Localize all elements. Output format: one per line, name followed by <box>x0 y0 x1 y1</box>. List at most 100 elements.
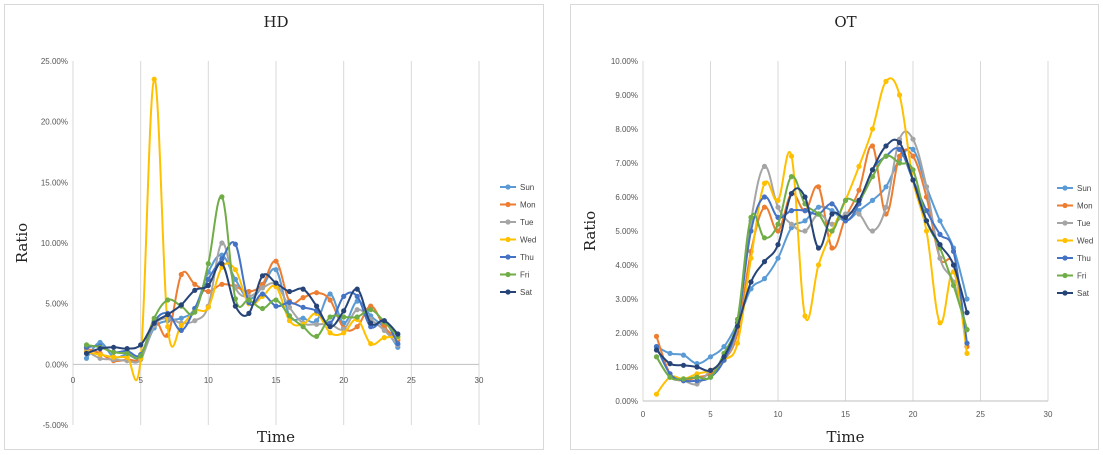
data-point <box>707 374 714 380</box>
data-point <box>259 285 266 291</box>
legend-label: Thu <box>520 253 534 262</box>
data-point <box>910 146 916 152</box>
y-tick-label: -5.00% <box>43 421 68 430</box>
chart-title: HD <box>263 13 288 31</box>
data-point <box>151 76 157 82</box>
data-point <box>259 291 266 297</box>
series-sat <box>653 138 970 373</box>
series-line <box>655 154 968 381</box>
data-point <box>964 327 970 333</box>
data-point <box>138 353 144 359</box>
data-point <box>111 349 117 355</box>
x-tick-label: 0 <box>641 410 646 419</box>
series-line <box>655 77 968 395</box>
x-tick-label: 10 <box>774 410 783 419</box>
data-point <box>748 228 754 234</box>
data-point <box>829 211 835 217</box>
data-point <box>761 204 768 210</box>
data-point <box>219 240 225 246</box>
data-point <box>721 344 727 350</box>
data-point <box>775 197 781 203</box>
data-point <box>286 288 293 295</box>
y-tick-label: 0.00% <box>615 397 638 406</box>
legend-swatch-marker <box>1062 220 1068 226</box>
series-fri <box>83 194 401 360</box>
data-point <box>381 318 387 324</box>
data-point <box>341 314 347 320</box>
data-point <box>300 324 306 330</box>
data-point <box>761 194 768 200</box>
data-point <box>964 296 970 302</box>
x-axis-title: Time <box>257 428 295 446</box>
data-point <box>300 295 306 301</box>
data-point <box>124 350 130 356</box>
data-point <box>97 355 103 361</box>
legend-item-mon: Mon <box>500 201 536 210</box>
data-point <box>151 320 157 326</box>
data-point <box>354 307 360 313</box>
x-tick-label: 20 <box>909 410 918 419</box>
legend-swatch-marker <box>505 184 511 190</box>
data-point <box>205 288 211 295</box>
legend-item-fri: Fri <box>1057 272 1087 281</box>
series-wed <box>653 77 970 397</box>
data-point <box>802 313 808 319</box>
legend-swatch-marker <box>1062 272 1068 279</box>
data-point <box>896 153 903 159</box>
data-point <box>883 143 889 149</box>
data-point <box>327 297 333 303</box>
data-point <box>232 241 238 247</box>
data-point <box>802 208 808 214</box>
data-point <box>815 262 822 268</box>
data-point <box>734 323 741 329</box>
data-point <box>775 255 781 261</box>
data-point <box>761 163 768 169</box>
data-point <box>354 286 360 292</box>
data-point <box>802 218 808 224</box>
x-tick-label: 15 <box>841 410 850 419</box>
legend-swatch-marker <box>1062 237 1068 244</box>
data-point <box>856 187 862 193</box>
data-point <box>896 160 903 166</box>
data-point <box>734 340 741 346</box>
y-tick-label: 5.00% <box>615 227 638 236</box>
y-axis-title: Ratio <box>13 223 31 263</box>
x-tick-label: 25 <box>976 410 985 419</box>
legend-label: Sat <box>1077 289 1090 298</box>
data-point <box>381 335 387 341</box>
data-point <box>815 204 822 210</box>
legend-swatch-marker <box>1062 255 1068 261</box>
data-point <box>883 184 889 190</box>
data-point <box>775 228 781 234</box>
data-point <box>896 92 903 98</box>
legend-item-wed: Wed <box>1057 237 1093 246</box>
data-point <box>788 221 795 227</box>
data-point <box>910 167 916 173</box>
chart-title: OT <box>834 13 856 31</box>
data-point <box>354 314 360 320</box>
data-point <box>775 221 781 227</box>
data-point <box>883 204 889 210</box>
data-point <box>111 354 117 360</box>
data-point <box>259 305 266 312</box>
data-point <box>192 309 198 315</box>
data-point <box>815 211 822 217</box>
data-point <box>395 341 401 347</box>
data-point <box>775 242 781 248</box>
data-point <box>165 324 171 330</box>
data-point <box>680 352 687 358</box>
data-point <box>667 374 673 380</box>
data-point <box>327 320 333 326</box>
series-wed <box>83 76 401 382</box>
data-point <box>300 315 306 321</box>
data-point <box>192 287 198 293</box>
y-tick-label: 1.00% <box>615 363 638 372</box>
y-tick-label: 6.00% <box>615 193 638 202</box>
data-point <box>327 314 333 320</box>
chart-ot: OT 0.00% 1.00% 2.00% 3.00% 4.00% 5.00% 6.00% 7.0… <box>570 4 1099 450</box>
data-point <box>829 201 835 207</box>
data-point <box>246 288 252 295</box>
series-thu <box>83 241 401 358</box>
data-point <box>896 146 903 152</box>
data-point <box>83 355 90 361</box>
